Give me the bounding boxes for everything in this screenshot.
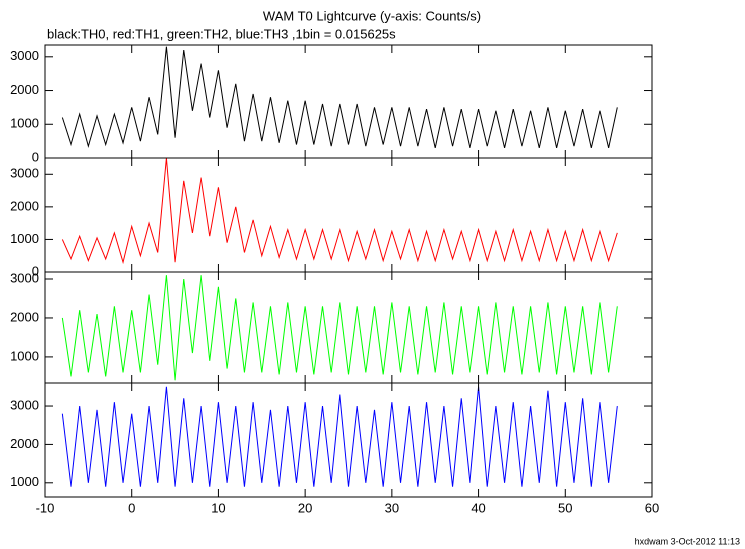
y-tick-label: 3000 bbox=[10, 166, 39, 181]
x-tick-label: 0 bbox=[128, 500, 135, 515]
footer-annotation: hxdwam 3-Oct-2012 11:13 bbox=[635, 536, 740, 546]
y-tick-label: 2000 bbox=[10, 198, 39, 213]
x-tick-label: 20 bbox=[298, 500, 312, 515]
lightcurve-line bbox=[61, 46, 618, 149]
lightcurve-line bbox=[61, 158, 618, 265]
x-tick-label: -10 bbox=[36, 500, 55, 515]
y-tick-label: 1000 bbox=[10, 116, 39, 131]
y-tick-label: 3000 bbox=[10, 397, 39, 412]
panel-frame bbox=[44, 271, 653, 384]
panel-frame bbox=[44, 157, 653, 273]
x-tick-label: 10 bbox=[211, 500, 225, 515]
x-tick-label: 30 bbox=[385, 500, 399, 515]
x-tick-label: 60 bbox=[645, 500, 659, 515]
y-tick-label: 1000 bbox=[10, 474, 39, 489]
y-tick-label: 3000 bbox=[10, 48, 39, 63]
y-tick-label: 2000 bbox=[10, 436, 39, 451]
panel-frame bbox=[44, 382, 653, 498]
y-tick-label: 1000 bbox=[10, 231, 39, 246]
y-tick-label: 0 bbox=[32, 149, 39, 164]
chart-subtitle: black:TH0, red:TH1, green:TH2, blue:TH3 … bbox=[47, 26, 396, 41]
y-tick-label: 2000 bbox=[10, 309, 39, 324]
y-tick-label: 0 bbox=[32, 263, 39, 278]
y-tick-label: 3000 bbox=[10, 270, 39, 285]
chart-title: WAM T0 Lightcurve (y-axis: Counts/s) bbox=[263, 8, 481, 23]
x-tick-label: 40 bbox=[471, 500, 485, 515]
x-tick-label: 50 bbox=[558, 500, 572, 515]
panel-frame bbox=[44, 44, 653, 159]
lightcurve-line bbox=[61, 386, 618, 487]
y-tick-label: 2000 bbox=[10, 82, 39, 97]
y-tick-label: 1000 bbox=[10, 348, 39, 363]
lightcurve-line bbox=[61, 275, 618, 381]
